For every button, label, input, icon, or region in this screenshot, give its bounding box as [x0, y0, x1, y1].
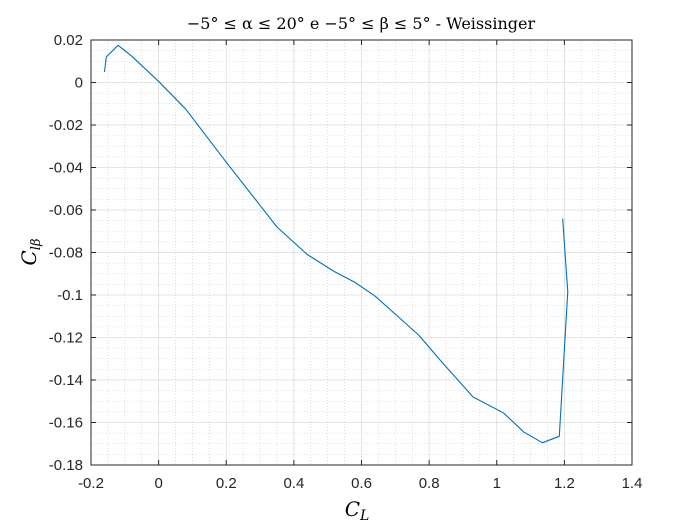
series-point: [567, 291, 568, 292]
series-point: [503, 412, 504, 413]
y-tick-label: 0: [75, 75, 83, 92]
series-point: [104, 71, 105, 72]
series-point: [442, 362, 443, 363]
y-tick-label: -0.1: [57, 287, 83, 304]
series-point: [523, 431, 524, 432]
y-tick-label: -0.06: [49, 202, 83, 219]
x-tick-label: -0.2: [78, 475, 104, 492]
series-point: [354, 282, 355, 283]
x-tick-label: 1: [493, 475, 501, 492]
x-tick-label: 0: [154, 475, 162, 492]
series-point: [559, 436, 560, 437]
series-point: [334, 271, 335, 272]
series-point: [562, 218, 563, 219]
x-axis-tick-labels: -0.2 0 0.2 0.4 0.6 0.8 1 1.2 1.4: [78, 475, 642, 492]
y-tick-label: -0.12: [49, 330, 83, 347]
series-point: [131, 55, 132, 56]
chart-title: −5° ≤ α ≤ 20° e −5° ≤ β ≤ 5° - Weissinge…: [187, 14, 536, 33]
y-tick-label: -0.08: [49, 245, 83, 262]
series-point: [418, 335, 419, 336]
series-point: [117, 45, 118, 46]
series-point: [374, 295, 375, 296]
series-point: [276, 226, 277, 227]
y-tick-label: -0.14: [49, 372, 83, 389]
series-layer: [103, 44, 569, 444]
x-tick-label: 1.4: [622, 475, 643, 492]
y-tick-label: -0.18: [49, 457, 83, 474]
series-point: [395, 314, 396, 315]
x-tick-label: 0.2: [216, 475, 237, 492]
y-axis-tick-labels: 0.02 0 -0.02 -0.04 -0.06 -0.08 -0.1 -0.12 -0.14 -…: [49, 32, 83, 474]
series-point: [542, 442, 543, 443]
series-point: [185, 108, 186, 109]
x-tick-label: 0.6: [351, 475, 372, 492]
y-axis-ticks: [91, 39, 632, 466]
series-point: [226, 162, 227, 163]
x-tick-label: 0.4: [283, 475, 304, 492]
series-point: [106, 56, 107, 57]
y-axis-label: Clβ: [17, 239, 44, 266]
series-point: [307, 254, 308, 255]
y-tick-label: -0.16: [49, 415, 83, 432]
x-axis-ticks: [90, 40, 633, 465]
y-tick-label: -0.02: [49, 117, 83, 134]
x-axis-label-main: C: [345, 497, 360, 521]
x-axis-label: CL: [345, 497, 370, 524]
x-tick-label: 0.8: [419, 475, 440, 492]
x-axis-label-subscript: L: [359, 508, 369, 524]
series-point: [158, 81, 159, 82]
y-tick-label: -0.04: [49, 160, 83, 177]
series-line: [103, 44, 569, 444]
y-axis-label-main: C: [17, 250, 41, 265]
y-tick-label: 0.02: [54, 32, 83, 49]
y-axis-label-subscript: lβ: [29, 239, 44, 251]
x-tick-label: 1.2: [554, 475, 575, 492]
series-point: [472, 396, 473, 397]
